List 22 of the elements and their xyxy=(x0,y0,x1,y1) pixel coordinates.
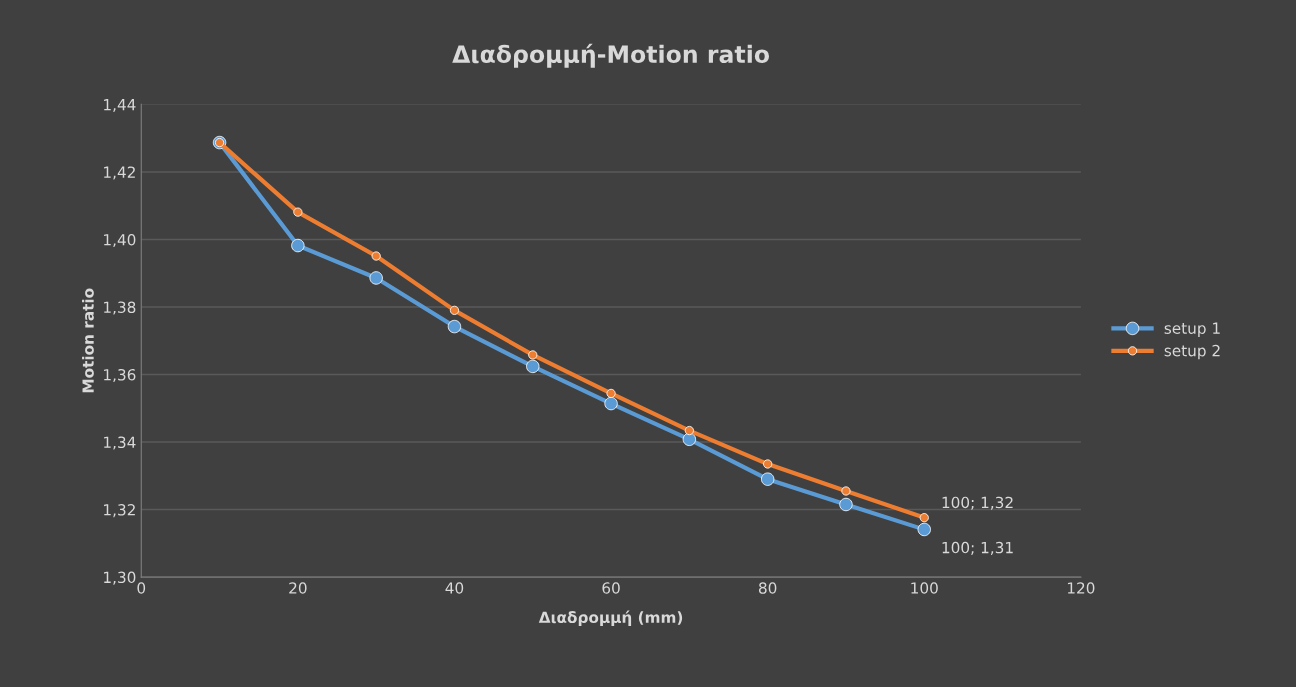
y-tick-label: 1,38 xyxy=(104,301,136,315)
x-tick-label: 80 xyxy=(758,582,777,594)
y-tick-label: 1,30 xyxy=(104,571,136,585)
annotation: 100; 1,31 xyxy=(942,541,1013,555)
y-tick-label: 1,32 xyxy=(104,504,135,518)
x-axis-title: Διαδρομμή (mm) xyxy=(538,610,683,627)
annotation: 100; 1,32 xyxy=(942,496,1013,510)
y-tick-label: 1,34 xyxy=(104,436,136,450)
y-tick-label: 1,36 xyxy=(104,368,136,383)
x-tick-label: 120 xyxy=(1067,582,1095,594)
x-tick-label: 20 xyxy=(289,582,307,594)
chart-title: Διαδρομμή-Motion ratio xyxy=(452,43,770,68)
y-tick-label: 1,44 xyxy=(104,99,136,112)
y-tick-label: 1,40 xyxy=(104,233,136,248)
legend-label: setup 2 xyxy=(1164,344,1220,360)
x-tick-label: 0 xyxy=(137,582,146,594)
legend-label: setup 1 xyxy=(1164,322,1220,337)
y-axis-title: Motion ratio xyxy=(82,288,94,393)
x-tick-label: 100 xyxy=(911,582,938,594)
x-tick-label: 60 xyxy=(602,582,620,594)
x-tick-label: 40 xyxy=(445,582,464,594)
y-tick-label: 1,42 xyxy=(104,166,135,180)
